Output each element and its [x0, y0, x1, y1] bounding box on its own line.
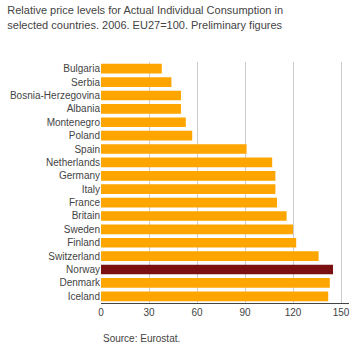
svg-text:Iceland: Iceland	[68, 291, 100, 302]
svg-text:Bulgaria: Bulgaria	[63, 63, 100, 74]
svg-text:Norway: Norway	[66, 264, 100, 275]
svg-text:Relative price levels for Actu: Relative price levels for Actual Individ…	[7, 4, 283, 30]
svg-text:Bosnia-Herzegovina: Bosnia-Herzegovina	[10, 90, 100, 101]
svg-text:Albania: Albania	[67, 103, 101, 114]
svg-text:Germany: Germany	[59, 170, 100, 181]
svg-text:Finland: Finland	[67, 237, 100, 248]
svg-text:150: 150	[333, 307, 350, 318]
svg-text:Poland: Poland	[69, 130, 100, 141]
svg-text:Britain: Britain	[72, 210, 100, 221]
svg-text:60: 60	[191, 307, 203, 318]
svg-text:Sweden: Sweden	[64, 224, 100, 235]
svg-text:Serbia: Serbia	[71, 77, 100, 88]
svg-text:Denmark: Denmark	[59, 277, 101, 288]
svg-text:Montenegro: Montenegro	[47, 117, 101, 128]
svg-text:Switzerland: Switzerland	[48, 251, 100, 262]
svg-text:Netherlands: Netherlands	[46, 157, 100, 168]
svg-text:90: 90	[239, 307, 251, 318]
svg-text:Source: Eurostat.: Source: Eurostat.	[103, 333, 180, 344]
svg-text:France: France	[69, 197, 101, 208]
svg-text:120: 120	[285, 307, 302, 318]
svg-text:30: 30	[143, 307, 155, 318]
svg-text:Italy: Italy	[82, 184, 100, 195]
svg-text:0: 0	[98, 307, 104, 318]
svg-text:Spain: Spain	[74, 144, 100, 155]
